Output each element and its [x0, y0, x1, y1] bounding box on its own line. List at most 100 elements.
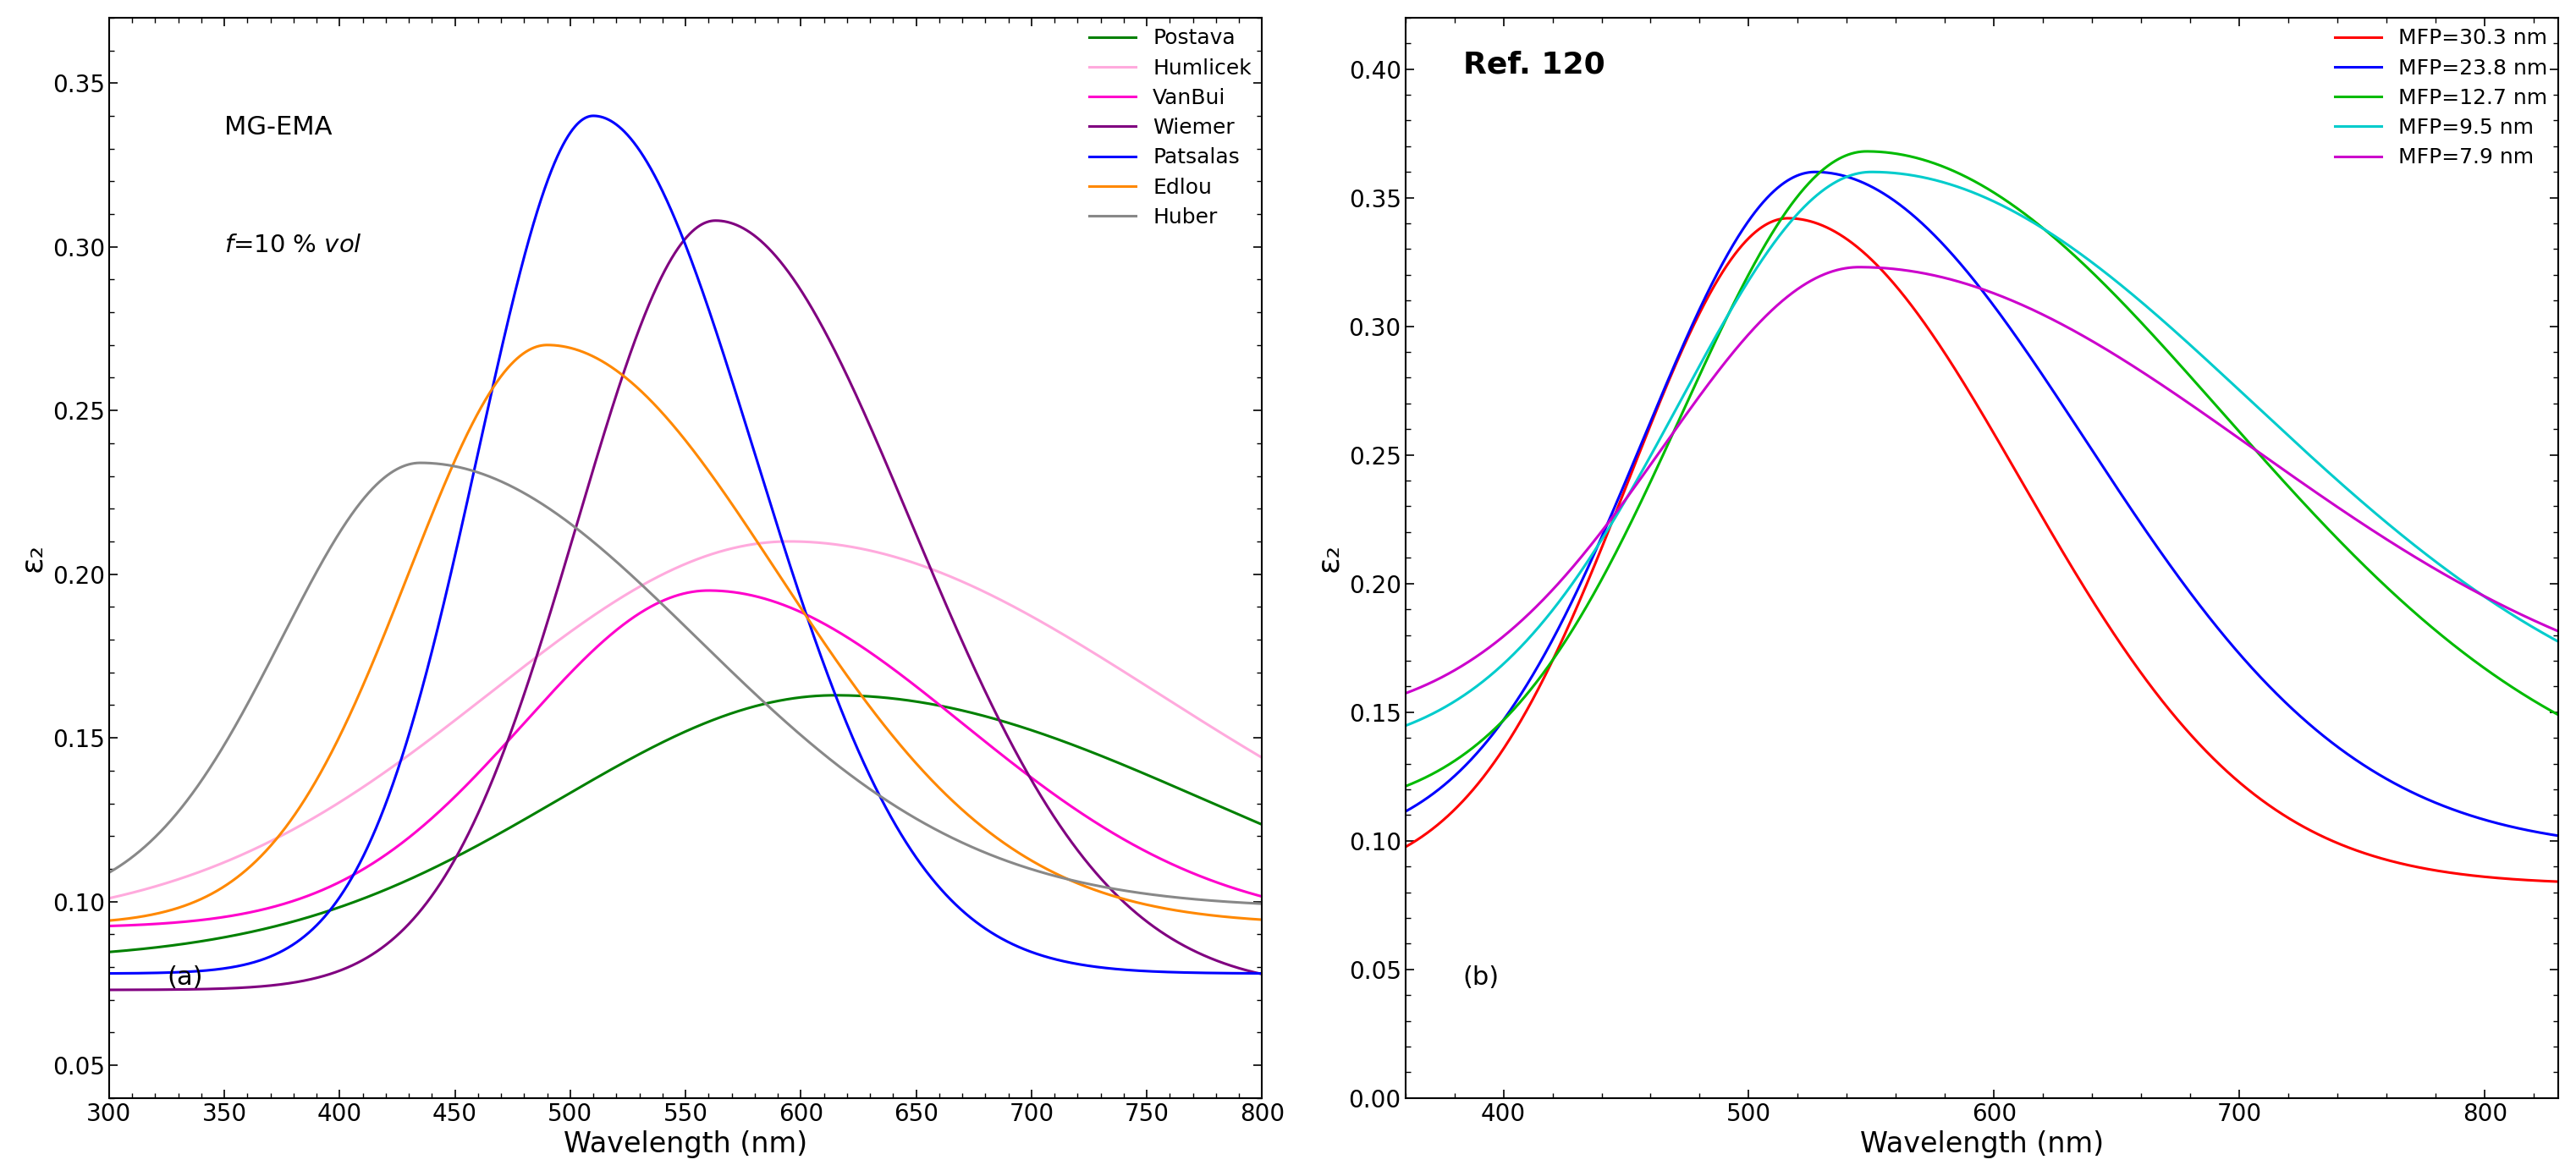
Huber — [953, 838, 984, 853]
Line: VanBui: VanBui — [108, 590, 1262, 926]
VanBui — [953, 722, 984, 736]
Line: Humlicek: Humlicek — [108, 541, 1262, 898]
Line: Edlou: Edlou — [108, 345, 1262, 921]
Text: (a): (a) — [167, 965, 204, 990]
Wiemer — [304, 970, 335, 984]
MFP=7.9 nm — [1844, 260, 1875, 274]
Edlou — [1247, 913, 1278, 927]
MFP=9.5 nm — [2081, 259, 2112, 273]
Postava — [786, 690, 817, 704]
Line: Patsalas: Patsalas — [108, 116, 1262, 974]
MFP=30.3 nm — [2081, 601, 2112, 615]
MFP=12.7 nm — [2081, 270, 2112, 285]
Y-axis label: ε₂: ε₂ — [18, 543, 46, 573]
VanBui — [1247, 889, 1278, 903]
VanBui — [786, 604, 817, 619]
MFP=7.9 nm — [2081, 336, 2112, 350]
Patsalas — [786, 590, 817, 604]
Patsalas — [953, 910, 984, 924]
MFP=9.5 nm — [2339, 487, 2370, 501]
MFP=12.7 nm — [2141, 330, 2172, 345]
Humlicek — [533, 640, 564, 654]
Edlou — [953, 809, 984, 823]
MFP=7.9 nm — [1391, 687, 1422, 701]
MFP=23.8 nm — [1801, 165, 1832, 179]
Edlou — [786, 601, 817, 615]
MFP=7.9 nm — [2339, 510, 2370, 524]
MFP=30.3 nm — [2141, 686, 2172, 700]
Humlicek — [93, 891, 124, 906]
MFP=9.5 nm — [1855, 165, 1886, 179]
Postava — [819, 688, 850, 702]
Postava — [1041, 733, 1072, 747]
Humlicek — [773, 534, 804, 548]
MFP=12.7 nm — [1600, 548, 1631, 562]
Patsalas — [93, 967, 124, 981]
Wiemer — [1247, 967, 1278, 981]
MFP=23.8 nm — [2543, 829, 2573, 843]
MFP=12.7 nm — [1832, 148, 1862, 162]
MFP=30.3 nm — [2543, 875, 2573, 889]
Humlicek — [1041, 624, 1072, 639]
MFP=12.7 nm — [2339, 548, 2370, 562]
MFP=9.5 nm — [2543, 635, 2573, 649]
Edlou — [93, 914, 124, 928]
Legend: Postava, Humlicek, VanBui, Wiemer, Patsalas, Edlou, Huber: Postava, Humlicek, VanBui, Wiemer, Patsa… — [1090, 28, 1252, 227]
MFP=7.9 nm — [1600, 507, 1631, 521]
Huber — [1247, 896, 1278, 910]
MFP=23.8 nm — [1832, 169, 1862, 183]
Postava — [304, 907, 335, 921]
VanBui — [693, 583, 724, 597]
MFP=30.3 nm — [1772, 212, 1803, 226]
Edlou — [1041, 867, 1072, 881]
Line: MFP=7.9 nm: MFP=7.9 nm — [1406, 267, 2558, 694]
Wiemer — [953, 650, 984, 664]
Text: $\it{f}$=10 % $\it{vol}$: $\it{f}$=10 % $\it{vol}$ — [224, 234, 363, 258]
MFP=9.5 nm — [1832, 171, 1862, 185]
MFP=30.3 nm — [2339, 842, 2370, 856]
MFP=23.8 nm — [1391, 804, 1422, 818]
VanBui — [93, 918, 124, 933]
Postava — [842, 689, 873, 703]
VanBui — [304, 884, 335, 898]
Huber — [786, 728, 817, 742]
Text: (b): (b) — [1463, 965, 1499, 990]
Line: MFP=9.5 nm: MFP=9.5 nm — [1406, 172, 2558, 726]
Humlicek — [304, 808, 335, 822]
MFP=23.8 nm — [2339, 751, 2370, 766]
Postava — [953, 706, 984, 720]
MFP=7.9 nm — [2141, 374, 2172, 388]
Postava — [533, 797, 564, 811]
Line: Huber: Huber — [108, 463, 1262, 903]
MFP=30.3 nm — [1832, 232, 1862, 246]
MFP=23.8 nm — [1600, 500, 1631, 514]
VanBui — [1041, 789, 1072, 803]
MFP=7.9 nm — [2543, 624, 2573, 639]
VanBui — [533, 688, 564, 702]
Edlou — [531, 338, 562, 352]
X-axis label: Wavelength (nm): Wavelength (nm) — [1860, 1130, 2105, 1158]
Edlou — [842, 686, 873, 700]
Wiemer — [786, 283, 817, 298]
Humlicek — [1247, 750, 1278, 764]
Patsalas — [1041, 953, 1072, 967]
Text: Ref. 120: Ref. 120 — [1463, 51, 1605, 79]
Wiemer — [842, 395, 873, 409]
Patsalas — [304, 916, 335, 930]
MFP=23.8 nm — [2141, 537, 2172, 552]
Line: Postava: Postava — [108, 695, 1262, 953]
MFP=23.8 nm — [2081, 450, 2112, 465]
MFP=12.7 nm — [1852, 145, 1883, 159]
Postava — [93, 946, 124, 960]
Wiemer — [1041, 815, 1072, 829]
Huber — [404, 456, 435, 470]
Wiemer — [533, 608, 564, 622]
Wiemer — [701, 214, 732, 228]
Patsalas — [533, 168, 564, 182]
MFP=12.7 nm — [2251, 455, 2282, 469]
MFP=30.3 nm — [1600, 508, 1631, 522]
MFP=12.7 nm — [1391, 780, 1422, 794]
Humlicek — [953, 577, 984, 592]
Wiemer — [93, 983, 124, 997]
VanBui — [842, 637, 873, 652]
